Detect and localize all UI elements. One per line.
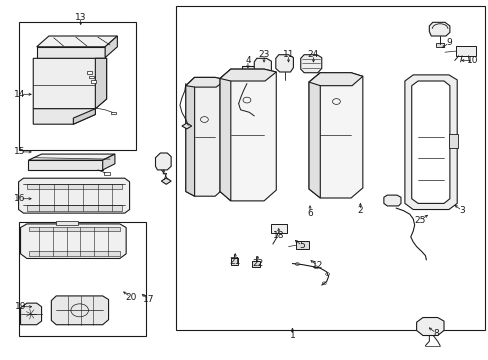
Polygon shape [254,58,271,74]
Polygon shape [300,55,321,73]
Polygon shape [220,69,276,201]
Polygon shape [404,75,456,210]
Polygon shape [28,154,115,160]
Text: 16: 16 [14,194,26,203]
Text: 4: 4 [244,56,250,65]
Bar [252,261,260,267]
Bar [296,241,308,249]
Text: 8: 8 [432,328,438,338]
Text: 20: 20 [124,292,136,302]
Bar [91,80,96,83]
Text: 11: 11 [282,50,294,59]
Polygon shape [220,69,276,81]
Bar [87,71,92,74]
Text: 2: 2 [357,206,363,215]
Text: 23: 23 [258,50,269,59]
Text: 10: 10 [466,56,478,65]
Text: 13: 13 [75,13,86,22]
Text: 17: 17 [143,295,155,304]
Polygon shape [182,123,191,129]
Text: 19: 19 [15,302,26,311]
Polygon shape [20,224,126,258]
Polygon shape [308,73,362,86]
Text: 25: 25 [414,216,426,225]
Text: 12: 12 [311,261,323,270]
Polygon shape [185,77,194,196]
Text: 15: 15 [14,148,26,156]
Polygon shape [95,58,106,109]
Polygon shape [416,318,443,336]
Polygon shape [37,47,105,58]
Bar [89,76,94,78]
Polygon shape [19,178,129,213]
Text: 9: 9 [446,38,451,47]
Bar [111,112,116,114]
Text: 14: 14 [14,90,26,99]
Polygon shape [411,81,449,203]
Text: 6: 6 [306,209,312,217]
Polygon shape [383,195,400,206]
Polygon shape [28,160,102,170]
Text: 3: 3 [458,206,464,215]
Bar [29,227,120,231]
Polygon shape [275,55,293,72]
Polygon shape [308,73,320,198]
Polygon shape [102,154,115,170]
Bar [176,6,484,330]
Polygon shape [161,178,171,184]
Polygon shape [220,69,230,201]
Text: 22: 22 [251,259,263,268]
Text: 24: 24 [307,50,319,59]
Polygon shape [155,153,171,170]
Bar [29,251,120,256]
Bar [448,134,457,148]
Polygon shape [105,36,117,58]
Bar [241,66,260,84]
Text: 7: 7 [161,173,166,181]
Bar [27,184,122,189]
Polygon shape [33,58,106,109]
Bar [455,46,475,56]
Polygon shape [185,77,225,87]
Bar [56,221,78,225]
Text: 5: 5 [299,241,305,250]
Polygon shape [73,109,95,124]
Bar [19,222,145,336]
Polygon shape [185,77,225,196]
Bar [27,205,122,211]
Polygon shape [33,109,95,124]
Polygon shape [51,296,108,325]
Bar [103,172,109,175]
Text: 21: 21 [229,256,241,265]
Bar [435,43,443,47]
Bar [230,258,238,265]
Text: 18: 18 [272,231,284,240]
Polygon shape [308,73,362,198]
Bar [271,224,286,233]
Bar [19,22,136,150]
Polygon shape [428,22,449,36]
Polygon shape [20,303,41,325]
Text: 1: 1 [289,331,295,340]
Polygon shape [37,36,117,47]
